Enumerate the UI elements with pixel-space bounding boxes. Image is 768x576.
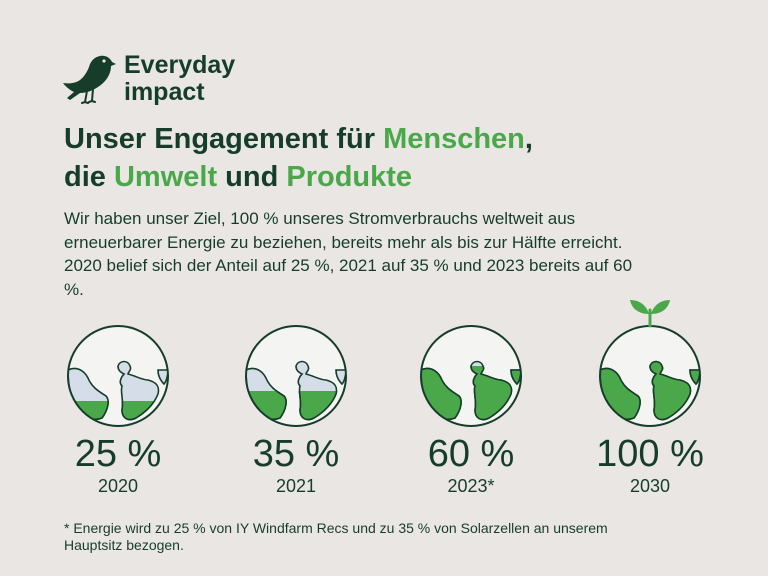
logo-line-2: impact <box>124 78 205 106</box>
globe-sprout-icon <box>599 300 701 427</box>
stat-2023: 60 % 2023* <box>401 300 541 496</box>
headline-green-1: Menschen <box>383 123 525 155</box>
headline-part-3: die <box>64 161 114 193</box>
stat-2030: 100 % 2030 <box>580 300 720 496</box>
headline-part-1: Unser Engagement für <box>64 123 384 155</box>
stat-year: 2020 <box>97 476 139 496</box>
stat-percent: 60 % <box>427 433 515 475</box>
headline-green-3: Produkte <box>286 161 413 193</box>
footnote: * Energie wird zu 25 % von IY Windfarm R… <box>64 520 608 553</box>
logo-line-1: Everyday <box>124 51 236 79</box>
bird-icon <box>63 55 116 104</box>
stat-percent: 100 % <box>596 433 704 475</box>
stat-percent: 25 % <box>74 433 162 475</box>
stat-2020: 25 % 2020 <box>48 300 188 496</box>
globe-icon <box>420 325 522 427</box>
stat-year: 2023* <box>447 476 495 496</box>
headline-part-4: und <box>217 161 287 193</box>
stat-percent: 35 % <box>252 433 340 475</box>
headline-green-2: Umwelt <box>113 161 218 193</box>
logo: Everyday impact <box>60 50 235 106</box>
page-title: Unser Engagement für Menschen, die Umwel… <box>64 120 724 196</box>
globe-icon <box>245 325 347 427</box>
intro-text: Wir haben unser Ziel, 100 % unseres Stro… <box>64 209 633 299</box>
stat-2021: 35 % 2021 <box>226 300 366 496</box>
stats-row: 25 % 2020 35 % 2021 60 % 2023* 100 % 203… <box>0 300 768 510</box>
globe-icon <box>67 325 169 427</box>
stat-year: 2021 <box>275 476 317 496</box>
headline-part-2: , <box>524 123 533 155</box>
stat-year: 2030 <box>629 476 671 496</box>
